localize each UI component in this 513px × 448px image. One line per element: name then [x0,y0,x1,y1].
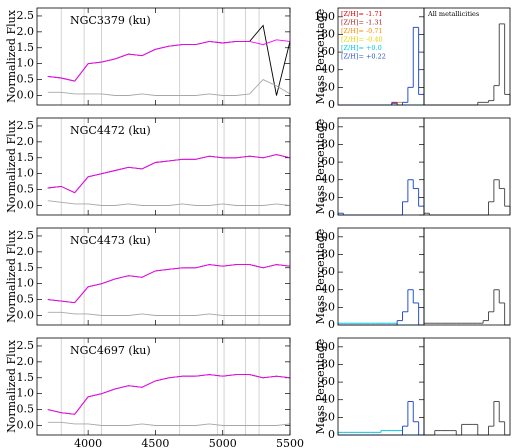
y-tick-label: 0 [328,208,335,221]
spectrum-line [47,39,291,82]
y-tick-label: 2.5 [17,339,35,352]
y-tick-label: 100 [314,230,335,243]
y-axis-label: Mass Percentage [314,119,327,215]
panel-frame [36,7,291,106]
x-tick-label: 4000 [74,437,102,448]
y-tick-label: 1.5 [17,261,35,274]
y-tick-label: 0.5 [17,403,35,416]
y-tick-label: 40 [321,393,335,406]
y-tick-label: 2.5 [17,9,35,22]
y-tick-label: 60 [321,45,335,58]
y-axis-label: Normalized Flux [5,9,18,103]
spectrum-line [47,374,291,415]
spectrum-line [47,311,290,316]
y-axis-label: Normalized Flux [5,339,18,433]
y-tick-label: 0.5 [17,183,35,196]
spectrum-line [47,200,291,206]
y-tick-label: 0.0 [17,308,35,321]
y-tick-label: 1.0 [17,387,35,400]
legend-entry: [Z/H]= -1.31 [341,19,383,27]
panel-frame [423,117,511,216]
y-tick-label: 2.0 [17,135,35,148]
panel-frame [423,227,511,326]
y-tick-label: 100 [314,120,335,133]
panel-title: NGC4472 (ku) [70,124,151,137]
y-tick-label: 60 [321,265,335,278]
legend-entry: [Z/H]= +0.22 [341,53,386,61]
x-tick-label: 5500 [276,437,304,448]
y-axis-label: Normalized Flux [5,119,18,213]
spectrum-line [47,421,291,426]
y-tick-label: 40 [321,63,335,76]
y-tick-label: 60 [321,155,335,168]
y-tick-label: 40 [321,283,335,296]
y-tick-label: 0.0 [17,88,35,101]
panel-title: All metallicities [427,10,479,18]
y-tick-label: 1.0 [17,277,35,290]
panel-title: NGC4697 (ku) [70,344,151,357]
y-tick-label: 0.0 [17,418,35,431]
y-tick-label: 100 [314,340,335,353]
panel-frame [423,7,511,106]
x-tick-label: 5000 [209,437,237,448]
y-tick-label: 1.0 [17,57,35,70]
y-tick-label: 80 [321,357,335,370]
y-tick-label: 100 [314,10,335,23]
spectrum-line [47,154,291,194]
y-tick-label: 2.5 [17,119,35,132]
panel-title: NGC3379 (ku) [70,14,151,27]
legend-entry: [Z/H]= -0.40 [341,36,383,44]
y-tick-label: 80 [321,247,335,260]
y-tick-label: 20 [321,300,335,313]
y-tick-label: 20 [321,80,335,93]
panel-frame [423,337,511,436]
y-axis-label: Mass Percentage [314,9,327,105]
y-tick-label: 2.0 [17,25,35,38]
y-tick-label: 1.5 [17,371,35,384]
y-tick-label: 60 [321,375,335,388]
y-tick-label: 0 [328,428,335,441]
y-tick-label: 0 [328,318,335,331]
panel-frame [36,117,291,216]
y-tick-label: 20 [321,410,335,423]
legend-entry: [Z/H]= -0.71 [341,27,383,35]
y-axis-label: Mass Percentage [314,229,327,325]
y-tick-label: 20 [321,190,335,203]
y-tick-label: 40 [321,173,335,186]
panel-frame [36,337,291,436]
panel-frame [337,117,425,216]
y-tick-label: 0.5 [17,293,35,306]
y-axis-label: Mass Percentage [314,339,327,435]
legend-entry: [Z/H]= -1.71 [341,10,383,18]
x-tick-label: 4500 [141,437,169,448]
y-tick-label: 1.0 [17,167,35,180]
legend-entry: [Z/H]= +0.0 [341,44,382,52]
y-tick-label: 0.0 [17,198,35,211]
y-tick-label: 1.5 [17,151,35,164]
y-axis-label: Normalized Flux [5,229,18,323]
spectrum-line [47,79,291,96]
panel-frame [337,227,425,326]
y-tick-label: 1.5 [17,41,35,54]
y-tick-label: 80 [321,137,335,150]
y-tick-label: 80 [321,27,335,40]
y-tick-label: 0 [328,98,335,111]
y-tick-label: 2.0 [17,245,35,258]
y-tick-label: 2.5 [17,229,35,242]
spectrum-line [47,264,291,304]
panel-frame [337,337,425,436]
y-tick-label: 2.0 [17,355,35,368]
panel-title: NGC4473 (ku) [70,234,151,247]
y-tick-label: 0.5 [17,73,35,86]
panel-frame [36,227,291,326]
